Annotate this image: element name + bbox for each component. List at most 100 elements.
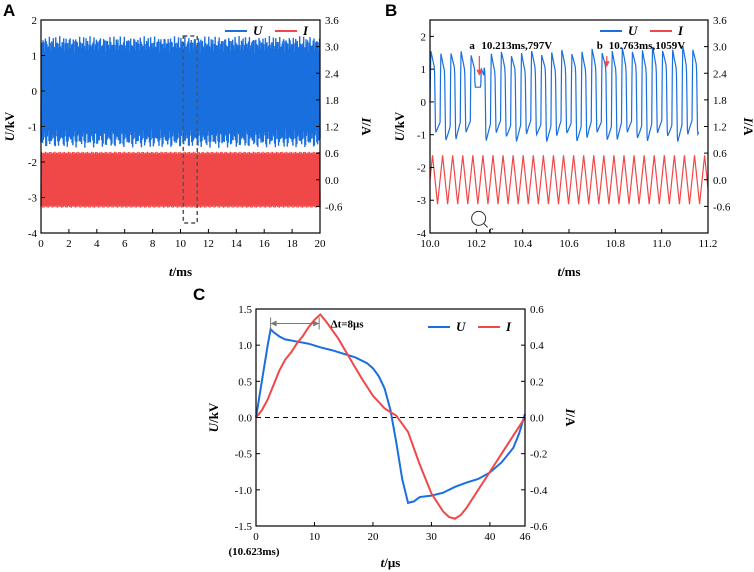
x-tick-label: 6 — [122, 238, 128, 250]
y2-axis-label-A: I/A — [359, 116, 374, 136]
y-tick-label: -1.0 — [235, 485, 253, 497]
y-tick-label: 0 — [421, 97, 427, 109]
y-axis-label-A: U/kV — [2, 111, 17, 141]
y-tick-label: -4 — [417, 228, 427, 240]
y2-axis-label-C: I/A — [563, 407, 578, 427]
x-axis-label-B: t/ms — [557, 264, 580, 279]
y-tick-label: 2 — [421, 31, 427, 43]
x-axis-label-C: t/μs — [381, 555, 401, 570]
x-tick-label: 10 — [175, 238, 187, 250]
x-tick-label: 12 — [203, 238, 214, 250]
legend-label-U: U — [628, 23, 638, 38]
x-tick-label: 0 — [38, 238, 44, 250]
x-tick-label: 10.2 — [467, 238, 486, 250]
series-I-C — [255, 312, 526, 520]
y2-tick-label: 0.6 — [530, 304, 544, 316]
y2-tick-label: 1.8 — [325, 95, 339, 107]
annotation-letter-a: a — [469, 40, 475, 52]
x-tick-label: 10.0 — [420, 238, 440, 250]
panel-label-B: B — [385, 1, 397, 20]
x-tick-label: 11.2 — [699, 238, 718, 250]
annotation-circle-c — [471, 210, 487, 226]
y2-tick-label: 0.4 — [530, 340, 544, 352]
y2-tick-label: 3.0 — [325, 42, 339, 54]
y2-tick-label: 0.0 — [530, 413, 544, 425]
y-tick-label: 1 — [421, 64, 427, 76]
x-tick-label: 20 — [367, 531, 379, 543]
panel-label-C: C — [193, 285, 205, 304]
y-tick-label: 0.0 — [238, 413, 252, 425]
y2-tick-label: 2.4 — [325, 68, 339, 80]
x-tick-label: 10 — [309, 531, 321, 543]
y2-tick-label: -0.6 — [713, 201, 731, 213]
y-tick-label: -1.5 — [235, 521, 253, 533]
y2-tick-label: -0.6 — [325, 201, 343, 213]
y-tick-label: -3 — [28, 193, 38, 205]
legend-label-I: I — [677, 23, 684, 38]
y2-tick-label: 3.0 — [713, 42, 727, 54]
y-tick-label: 0.5 — [238, 376, 252, 388]
x-tick-label: 11.0 — [652, 238, 671, 250]
annotation-leader-c — [483, 223, 489, 228]
series-U-B — [429, 45, 700, 142]
y-tick-label: -4 — [28, 228, 38, 240]
series-I-B — [429, 155, 709, 205]
x-tick-label: 46 — [520, 531, 532, 543]
y2-tick-label: -0.4 — [530, 485, 548, 497]
annotation-arrowhead-a — [476, 69, 483, 76]
annotation-letter-c: c — [489, 224, 494, 236]
x-tick-label: 14 — [231, 238, 243, 250]
annotation-text-b: 10.763ms,1059V — [609, 40, 685, 52]
annotation-letter-b: b — [597, 40, 603, 52]
y2-tick-label: 0.0 — [325, 175, 339, 187]
y-tick-label: 2 — [32, 15, 38, 27]
dt-arrowhead-right — [313, 320, 320, 327]
y-tick-label: 1 — [32, 51, 38, 63]
x-tick-label: 10.8 — [606, 238, 626, 250]
y-tick-label: -1 — [417, 130, 426, 142]
y-tick-label: 0 — [32, 86, 38, 98]
chart-C: C 0 10 20 30 40 46 -1.5 -1.0 -0.5 0.0 0.5 1.0 1.5 -0.6… — [193, 285, 578, 570]
legend-label-I: I — [302, 23, 309, 38]
y2-tick-label: 0.6 — [325, 148, 339, 160]
annotation-arrowhead-b — [603, 61, 610, 68]
y-tick-label: -3 — [417, 195, 427, 207]
y2-tick-label: 1.8 — [713, 95, 727, 107]
x-tick-label: 0 — [253, 531, 259, 543]
chart-A: A0 2 4 6 8 10 12 14 16 18 20-4-3-2-1012-0.60.00.61… — [2, 1, 374, 279]
x-tick-label: 10.4 — [513, 238, 533, 250]
y2-tick-label: -0.2 — [530, 449, 547, 461]
x-tick-label: 2 — [66, 238, 72, 250]
y2-tick-label: 3.6 — [325, 15, 339, 27]
y2-axis-label-B: I/A — [741, 116, 754, 136]
series-I-A-core — [42, 155, 319, 205]
y-axis-label-B: U/kV — [392, 111, 407, 141]
chart-B: B 10.0 10.2 10.4 10.6 10.8 11.0 11.2 -4 -3 -2 -1 0 1 2… — [385, 1, 754, 279]
x-tick-label: 20 — [315, 238, 327, 250]
legend-label-I: I — [505, 319, 512, 334]
y-tick-label: -1 — [28, 122, 37, 134]
dt-arrowhead-left — [270, 320, 277, 327]
y2-tick-label: 1.2 — [713, 122, 727, 134]
x-tick-label: 40 — [484, 531, 496, 543]
x-axis-label-A: t/ms — [169, 264, 192, 279]
annotation-text-a: 10.213ms,797V — [481, 40, 552, 52]
y2-tick-label: 0.0 — [713, 175, 727, 187]
x-tick-label: 10.6 — [559, 238, 579, 250]
x-tick-label: 30 — [426, 531, 438, 543]
x-tick-label: 18 — [287, 238, 299, 250]
x-origin-note: (10.623ms) — [228, 546, 279, 558]
y-tick-label: -0.5 — [235, 449, 253, 461]
legend-label-U: U — [253, 23, 263, 38]
highlight-box — [182, 35, 198, 224]
legend-label-U: U — [456, 319, 466, 334]
x-tick-label: 16 — [259, 238, 271, 250]
series-U-A-core — [42, 55, 319, 127]
x-tick-label: 8 — [150, 238, 156, 250]
series-U-C — [255, 327, 526, 505]
panel-label-A: A — [3, 1, 15, 20]
y2-tick-label: 0.6 — [713, 148, 727, 160]
y2-tick-label: 0.2 — [530, 376, 544, 388]
y-tick-label: -2 — [417, 162, 426, 174]
